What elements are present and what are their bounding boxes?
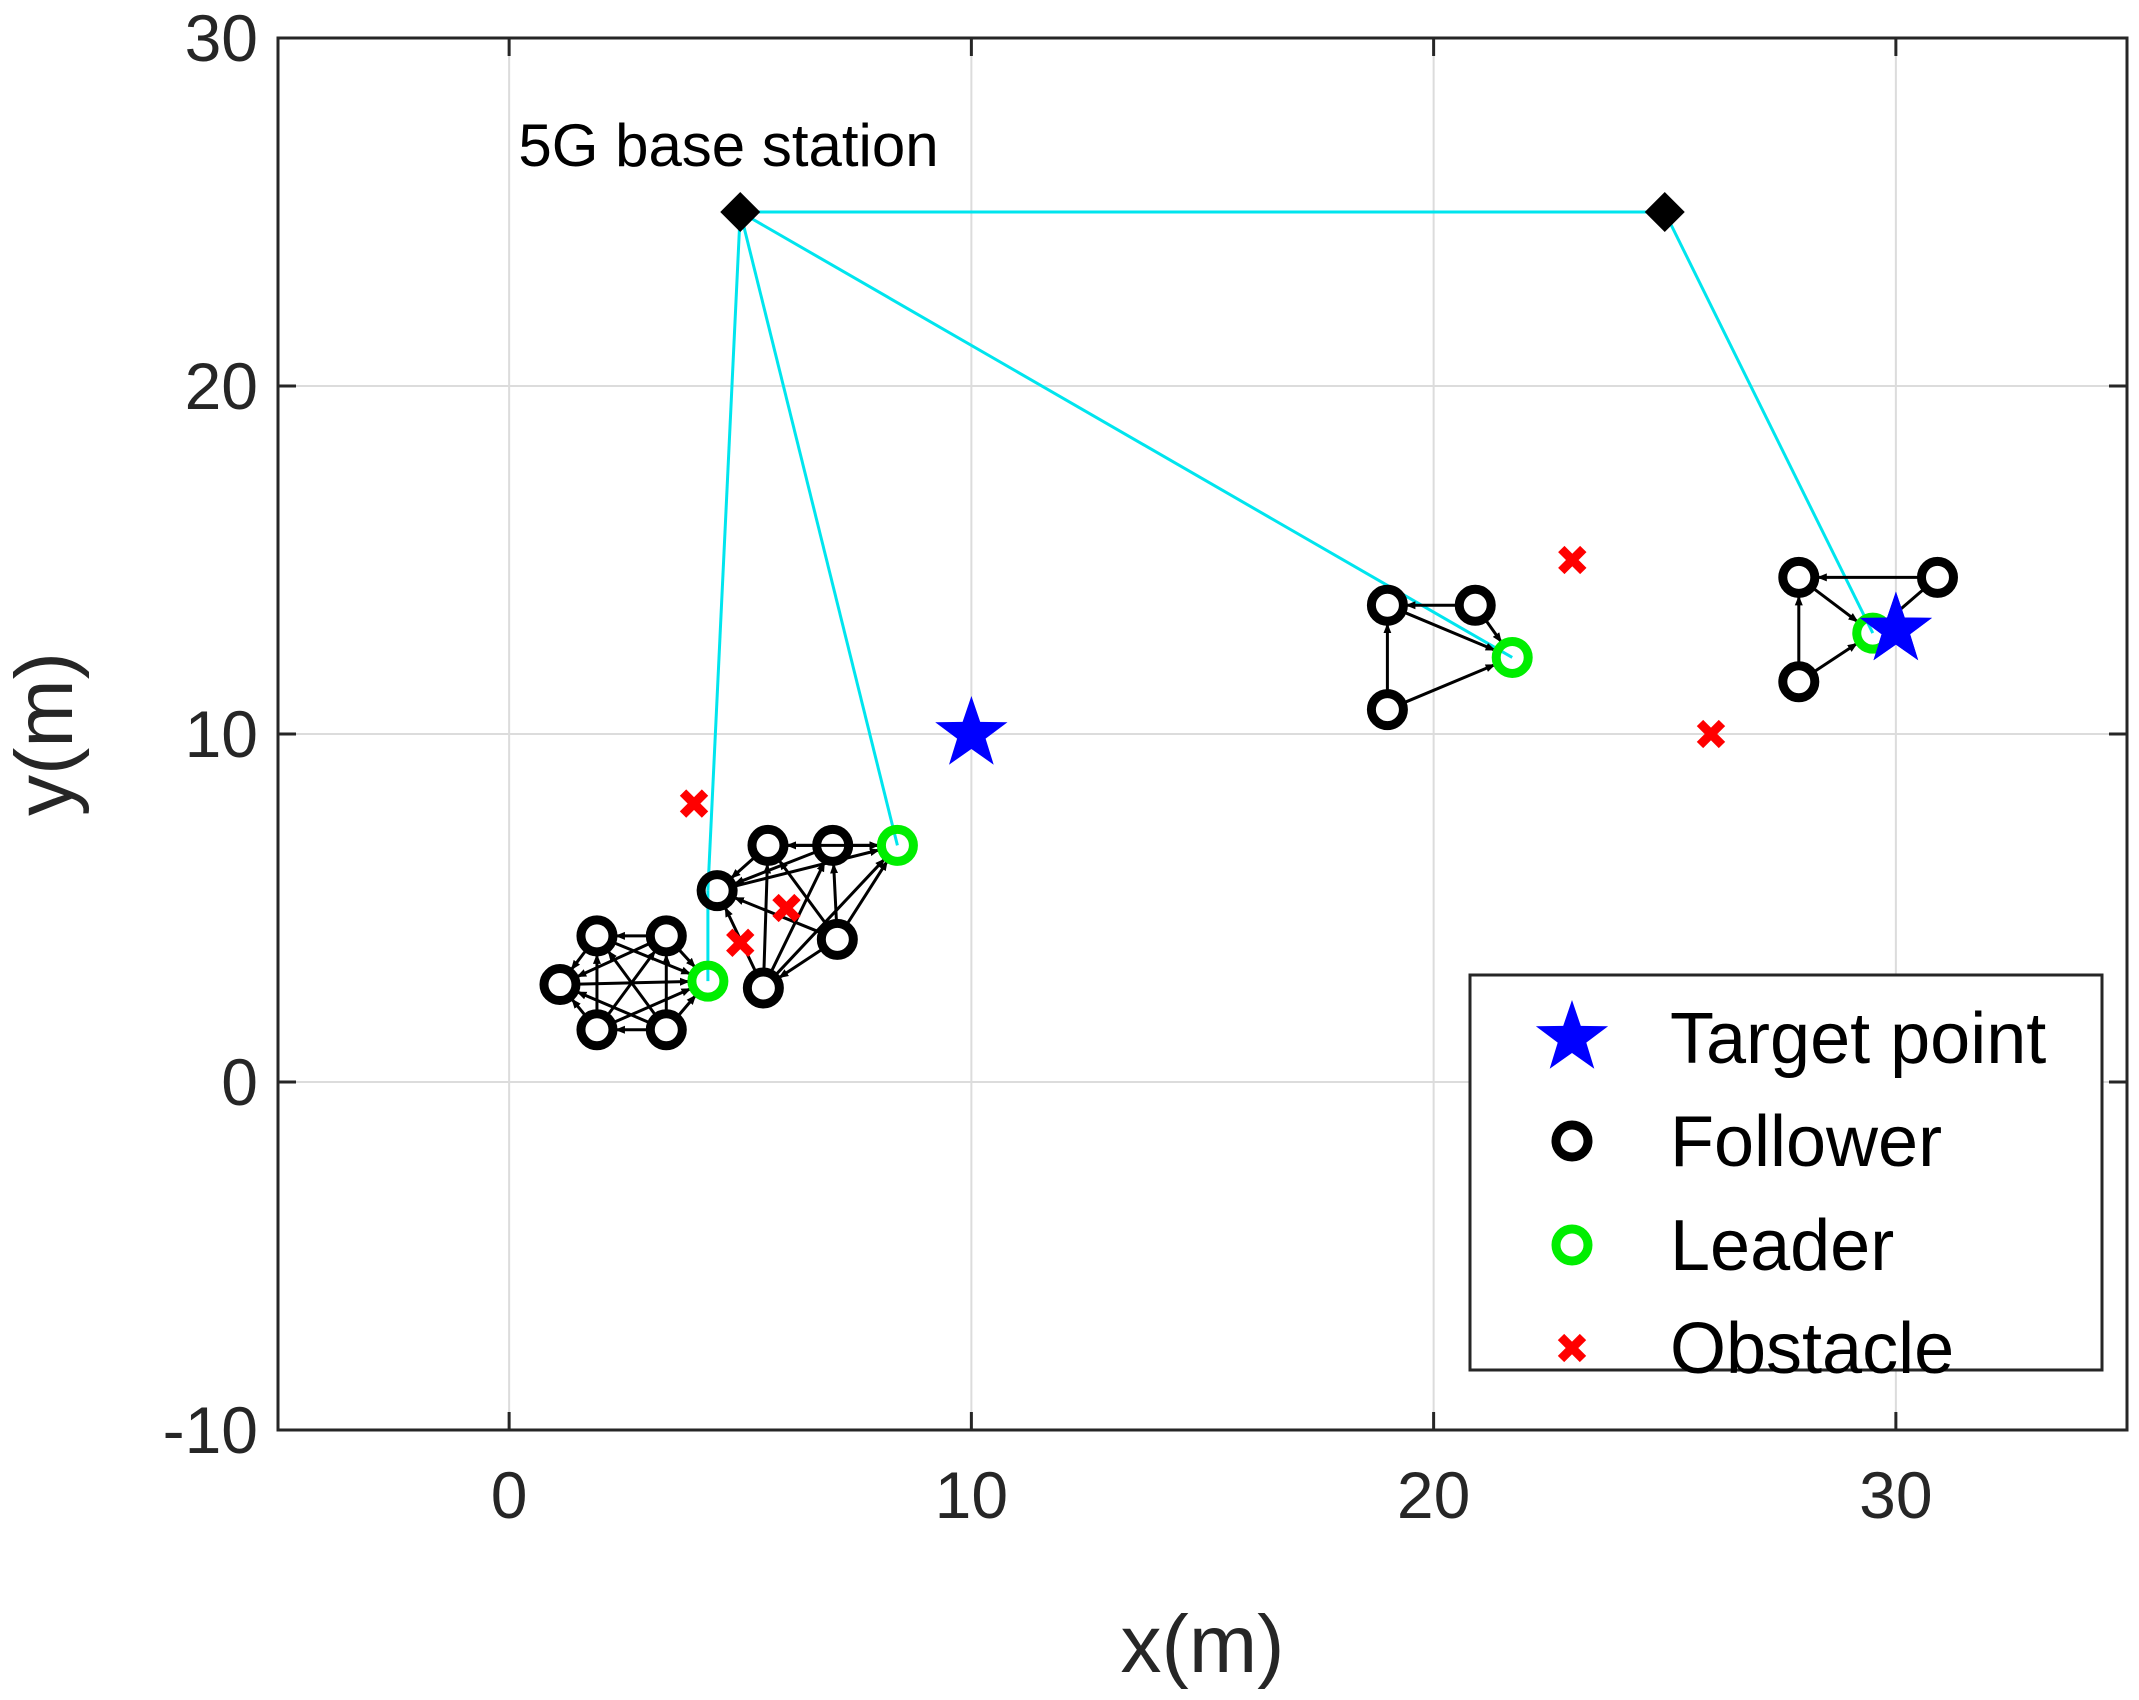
legend-follower-icon — [1551, 1120, 1593, 1162]
legend-label-obstacle: Obstacle — [1670, 1309, 1954, 1389]
formation-edge — [1484, 619, 1503, 643]
formation-edge — [730, 856, 755, 880]
leader-marker — [687, 960, 729, 1002]
base-station-annotation: 5G base station — [518, 112, 938, 179]
y-tick-label: 10 — [185, 697, 258, 771]
y-tick-label: 30 — [185, 1, 258, 75]
x-tick-label: 0 — [491, 1458, 528, 1532]
base-station-link — [1663, 211, 1875, 634]
legend-label-target: Target point — [1670, 999, 2046, 1079]
x-tick-label: 30 — [1859, 1458, 1932, 1532]
formation-edge — [762, 863, 772, 970]
y-tick-label: -10 — [163, 1393, 258, 1467]
formation-edge — [733, 850, 816, 886]
follower-marker — [645, 915, 687, 957]
follower-marker — [576, 1009, 618, 1051]
x-axis-label: x(m) — [1121, 1599, 1285, 1690]
obstacle-marker — [1696, 719, 1726, 749]
follower-marker — [1454, 584, 1496, 626]
formation-edge — [846, 860, 889, 925]
follower-marker — [1366, 689, 1408, 731]
formation-edge — [678, 948, 697, 969]
target-point-marker-top — [1859, 591, 1932, 661]
follower-marker — [742, 967, 784, 1009]
formation-edge — [1404, 611, 1496, 652]
obstacle-marker — [726, 928, 755, 957]
legend-leader-icon — [1551, 1224, 1593, 1266]
follower-marker — [1366, 584, 1408, 626]
formation-edge — [830, 863, 839, 921]
follower-marker — [816, 918, 858, 960]
formation-edge — [613, 987, 692, 1024]
formation-edge — [1404, 663, 1496, 704]
leader-marker — [1491, 636, 1533, 678]
base-station-marker — [720, 192, 761, 232]
formation-edges — [570, 573, 1925, 1034]
y-tick-label: 20 — [185, 349, 258, 423]
follower-marker — [1916, 556, 1958, 598]
legend-star-icon — [1535, 1000, 1609, 1069]
formation-edge — [1813, 587, 1859, 623]
y-tick-label: 0 — [221, 1045, 258, 1119]
base-station-marker — [1644, 192, 1685, 232]
formation-edge — [778, 859, 828, 925]
formation-edge — [570, 998, 587, 1017]
base-station-link — [706, 211, 742, 891]
base-station-link — [738, 211, 899, 846]
follower-marker — [1778, 556, 1820, 598]
legend: Target point Follower Leader Obstacle — [1468, 973, 2104, 1389]
legend-obstacle-icon — [1557, 1333, 1587, 1363]
base-station-link — [739, 210, 1513, 659]
formation-edge — [735, 848, 880, 888]
y-axis-label: y(m) — [0, 652, 90, 816]
formation-edge — [677, 994, 697, 1017]
markers — [539, 192, 1958, 1051]
legend-label-leader: Leader — [1670, 1206, 1894, 1286]
x-tick-label: 10 — [935, 1458, 1008, 1532]
formation-edge — [775, 858, 886, 976]
obstacle-marker — [1558, 545, 1587, 575]
follower-marker — [539, 964, 581, 1006]
follower-marker — [812, 824, 854, 866]
formation-edge — [607, 950, 657, 1016]
axis-ticks: 0 10 20 30 -10 0 10 20 30 — [163, 1, 2127, 1532]
formation-edge — [778, 948, 823, 979]
formation-edge — [1813, 642, 1858, 673]
follower-marker — [696, 870, 738, 912]
leader-marker — [876, 824, 918, 866]
target-point-marker — [935, 696, 1008, 765]
follower-marker — [747, 824, 789, 866]
x-tick-label: 20 — [1397, 1458, 1470, 1532]
follower-marker — [1778, 661, 1820, 703]
obstacle-marker — [772, 893, 801, 923]
follower-marker — [645, 1009, 687, 1051]
follower-marker — [576, 915, 618, 957]
legend-label-follower: Follower — [1670, 1102, 1942, 1182]
obstacle-marker — [679, 789, 709, 818]
formation-edge — [570, 950, 587, 971]
